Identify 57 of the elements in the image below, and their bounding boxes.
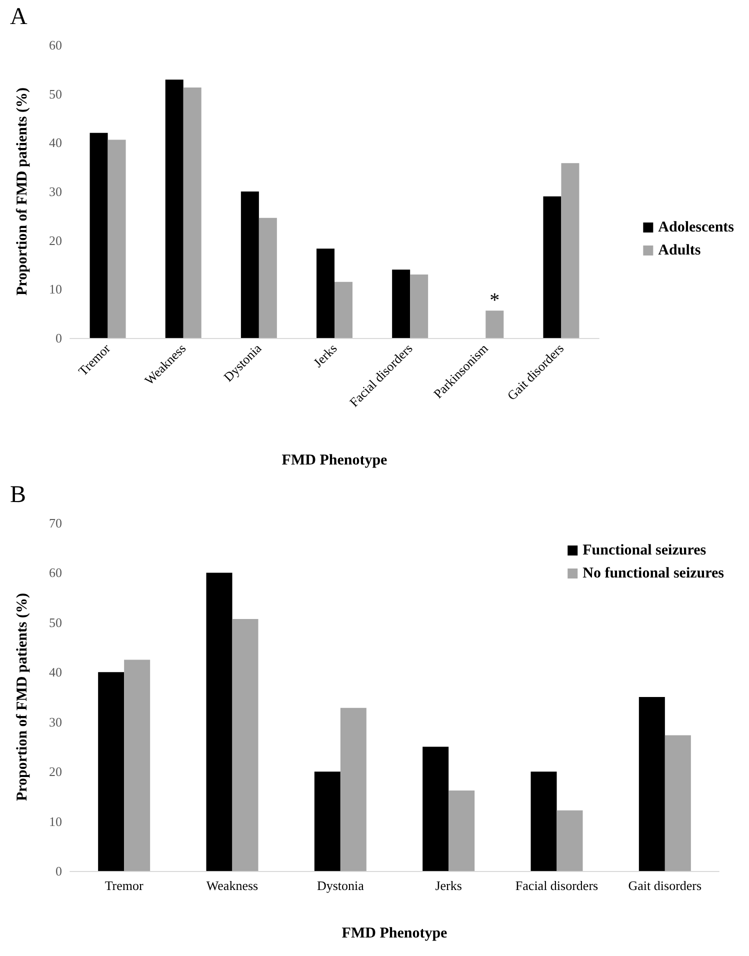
bar	[314, 772, 340, 871]
y-axis-title: Proportion of FMD patients (%)	[14, 592, 30, 802]
x-tick-label: Dystonia	[316, 878, 364, 893]
x-axis-title: FMD Phenotype	[342, 926, 448, 942]
bar	[340, 708, 366, 871]
bar	[90, 132, 108, 338]
bar	[664, 735, 691, 871]
bar	[334, 282, 352, 338]
bar	[543, 196, 562, 338]
bar	[410, 274, 428, 338]
legend-label: Adults	[658, 242, 701, 258]
bar	[448, 790, 475, 871]
y-tick-label: 50	[49, 614, 62, 630]
y-tick-label: 60	[49, 565, 62, 580]
x-axis-title: FMD Phenotype	[282, 452, 388, 468]
x-tick-label: Facial disorders	[515, 878, 598, 893]
y-tick-label: 10	[49, 282, 62, 297]
y-tick-label: 20	[49, 232, 62, 248]
legend-label: No functional seizures	[582, 566, 724, 582]
bar	[638, 697, 665, 871]
y-tick-label: 0	[56, 330, 62, 346]
y-tick-label: 30	[49, 714, 62, 730]
bar	[392, 270, 410, 338]
bar	[486, 310, 504, 338]
y-tick-label: 20	[49, 764, 62, 780]
bar	[530, 772, 557, 871]
y-tick-label: 60	[49, 38, 62, 52]
legend-label: Adolescents	[658, 220, 734, 236]
bar	[258, 218, 277, 338]
chart-title: B	[10, 482, 26, 508]
x-tick-label: Gait disorders	[628, 878, 702, 893]
bar	[108, 140, 126, 338]
legend-label: Functional seizures	[582, 542, 706, 558]
bar	[422, 746, 449, 871]
x-tick-label: Tremor	[104, 878, 144, 893]
bar	[183, 87, 202, 338]
chart-title: A	[10, 4, 28, 30]
y-tick-label: 40	[49, 664, 62, 680]
bar	[206, 572, 232, 871]
y-tick-label: 0	[56, 864, 62, 878]
bar	[98, 672, 124, 871]
y-tick-label: 70	[49, 516, 62, 530]
bar	[124, 660, 150, 871]
bar	[316, 248, 334, 338]
bar	[240, 192, 259, 338]
annotation: *	[490, 290, 500, 312]
y-tick-label: 50	[49, 86, 62, 102]
y-tick-label: 40	[49, 135, 62, 150]
x-tick-label: Jerks	[435, 878, 462, 893]
bar	[556, 810, 583, 871]
y-axis-title: Proportion of FMD patients (%)	[14, 87, 30, 296]
y-tick-label: 30	[49, 184, 62, 199]
bar	[232, 618, 258, 871]
bar	[561, 163, 580, 338]
y-tick-label: 10	[49, 814, 62, 829]
bar	[165, 80, 184, 338]
x-tick-label: Weakness	[206, 878, 258, 893]
